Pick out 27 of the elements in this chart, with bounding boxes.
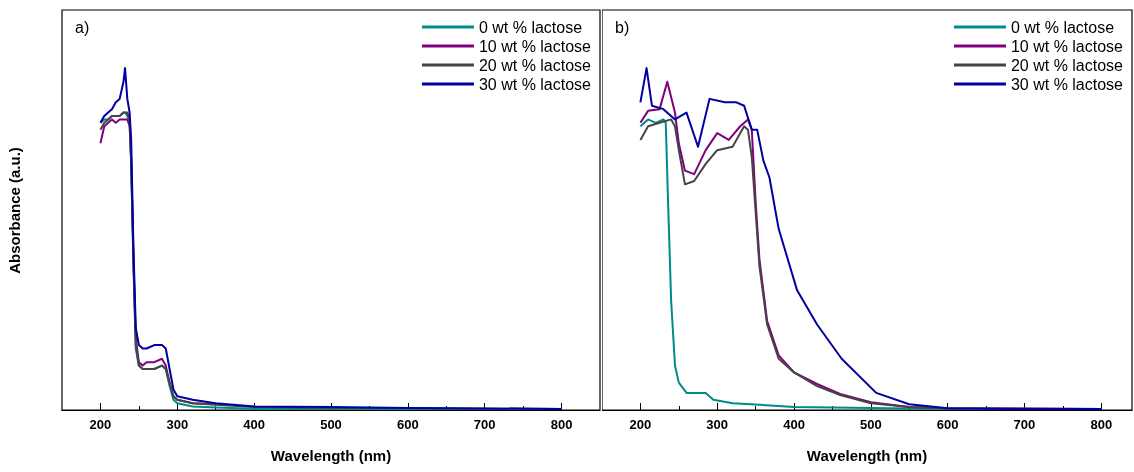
x-tick-label: 600 — [397, 417, 419, 432]
x-axis-title: Wavelength (nm) — [270, 447, 392, 464]
chart-title: a) — [75, 18, 90, 36]
x-tick-label: 700 — [473, 417, 496, 432]
x-axis-title: Wavelength (nm) — [806, 447, 928, 464]
legend-label: 20 wt % lactose — [478, 56, 592, 74]
legend-label: 0 wt % lactose — [1010, 18, 1115, 36]
legend-label: 0 wt % lactose — [478, 18, 583, 36]
x-tick-label: 200 — [629, 417, 652, 432]
x-tick-label: 700 — [1013, 417, 1036, 432]
x-tick-label: 600 — [936, 417, 959, 432]
x-tick-label: 500 — [859, 417, 882, 432]
x-tick-label: 300 — [706, 417, 729, 432]
x-tick-label: 500 — [320, 417, 342, 432]
x-tick-label: 300 — [166, 417, 189, 432]
legend-label: 30 wt % lactose — [478, 75, 592, 93]
legend-label: 10 wt % lactose — [1010, 37, 1124, 55]
x-tick-label: 800 — [550, 417, 573, 432]
x-tick-label: 400 — [243, 417, 265, 432]
x-tick-label: 200 — [89, 417, 112, 432]
chart-title: b) — [615, 18, 630, 36]
legend-label: 30 wt % lactose — [1010, 75, 1124, 93]
legend-label: 20 wt % lactose — [1010, 56, 1124, 74]
y-axis-title: Absorbance (a.u.) — [5, 146, 23, 274]
x-tick-label: 800 — [1090, 417, 1113, 432]
legend-label: 10 wt % lactose — [478, 37, 592, 55]
x-tick-label: 400 — [783, 417, 805, 432]
